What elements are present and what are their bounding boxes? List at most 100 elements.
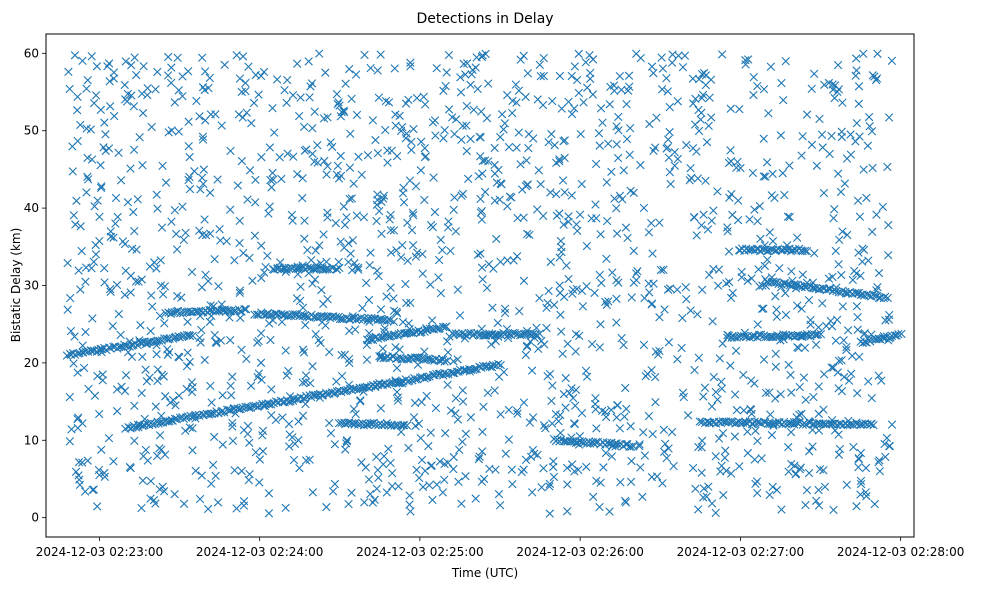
data-point [153, 67, 162, 77]
data-point [298, 303, 308, 312]
data-point [846, 130, 855, 139]
data-point [325, 347, 334, 357]
data-point [373, 149, 383, 158]
data-point [835, 444, 845, 454]
data-point [649, 68, 658, 78]
data-point [199, 165, 208, 174]
data-point [344, 257, 353, 267]
data-point [129, 102, 139, 111]
data-point [90, 391, 100, 400]
data-point [462, 121, 471, 130]
data-point [277, 309, 286, 319]
data-point [792, 233, 802, 242]
data-point [143, 456, 152, 465]
data-point [616, 477, 625, 487]
data-point [833, 420, 842, 430]
data-point [127, 61, 136, 70]
data-point [595, 141, 604, 150]
data-point [92, 502, 102, 511]
data-point [157, 411, 166, 420]
data-point [386, 458, 395, 468]
data-point [185, 331, 195, 341]
data-point [109, 68, 119, 77]
data-point [621, 440, 631, 449]
data-point [820, 80, 829, 89]
data-point [629, 442, 638, 451]
data-point [378, 333, 388, 342]
data-point [549, 300, 559, 310]
data-point [868, 163, 877, 173]
data-point [853, 196, 863, 205]
data-point [604, 297, 613, 306]
data-point [582, 281, 591, 291]
data-point [187, 267, 197, 277]
data-point [627, 442, 636, 452]
data-point [323, 390, 332, 399]
data-point [567, 191, 576, 200]
data-point [384, 315, 393, 324]
data-point [416, 433, 425, 443]
data-point [339, 202, 349, 211]
data-point [233, 181, 243, 190]
data-point [615, 424, 625, 433]
x-axis: 2024-12-03 02:23:00 2024-12-03 02:24:00 20… [36, 537, 964, 559]
data-point [213, 498, 223, 507]
data-point [705, 93, 714, 102]
data-point [681, 283, 691, 292]
data-point [516, 55, 525, 64]
data-point [562, 463, 572, 473]
data-point [182, 362, 192, 371]
data-point [81, 487, 90, 496]
data-point [559, 437, 569, 446]
data-point [564, 97, 573, 106]
data-point [395, 345, 404, 354]
data-point [640, 451, 650, 460]
data-point [536, 180, 545, 189]
data-point [609, 81, 619, 90]
data-point [507, 465, 517, 474]
data-point [165, 416, 174, 426]
data-point [315, 49, 324, 58]
data-point [458, 386, 467, 395]
data-point [170, 98, 180, 107]
data-point [198, 83, 208, 92]
data-point [755, 201, 764, 211]
data-point [232, 51, 241, 60]
data-point [339, 386, 349, 395]
data-point [432, 369, 441, 379]
data-point [453, 285, 463, 294]
data-point [63, 258, 72, 268]
data-point [602, 254, 611, 263]
data-point [415, 353, 424, 362]
data-point [758, 281, 767, 290]
data-point [441, 81, 450, 91]
data-point [373, 66, 382, 75]
data-point [416, 166, 426, 175]
data-point [133, 420, 143, 429]
data-point [254, 90, 263, 99]
data-point [699, 392, 708, 401]
data-point [71, 467, 81, 476]
data-point [504, 142, 514, 152]
data-point [82, 124, 91, 133]
data-point [711, 452, 720, 461]
data-point [567, 384, 576, 393]
data-point [556, 327, 566, 336]
data-point [651, 372, 660, 382]
data-point [702, 492, 711, 501]
data-point [626, 477, 636, 486]
data-point [306, 82, 315, 91]
data-point [629, 188, 638, 198]
data-point [477, 215, 487, 224]
data-point [831, 246, 840, 256]
data-point [342, 213, 351, 222]
data-point [135, 132, 144, 142]
data-point [764, 109, 773, 118]
data-point [818, 143, 827, 152]
data-point [457, 135, 466, 145]
data-point [588, 90, 598, 99]
data-point [600, 407, 610, 417]
data-point [345, 315, 355, 324]
data-point [488, 360, 498, 370]
